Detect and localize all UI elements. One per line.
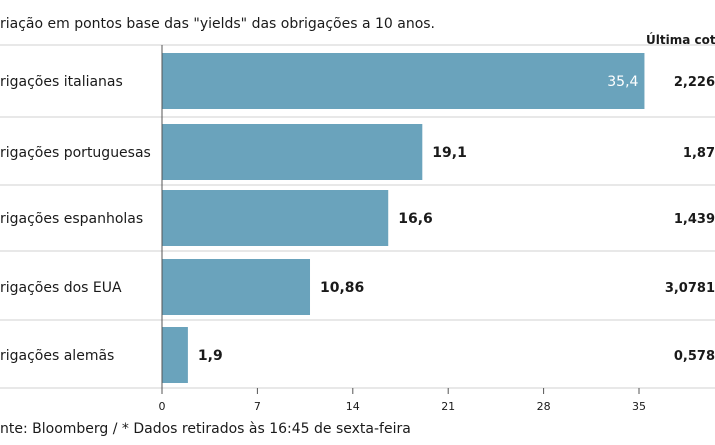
last-quote-value: 2,226	[674, 75, 715, 90]
bar	[162, 259, 311, 315]
x-tick-label: 14	[346, 400, 360, 413]
bar	[162, 327, 188, 383]
bars	[162, 53, 645, 383]
bar	[162, 190, 389, 246]
x-tick-label: 35	[632, 400, 646, 413]
last-quote-values: 2,226 1,87 1,439 3,0781 0,578	[665, 75, 715, 364]
last-quote-value: 1,87	[683, 146, 715, 161]
value-label: 19,1	[432, 145, 467, 161]
x-tick-label: 21	[441, 400, 455, 413]
last-quote-header: Última cotaç	[646, 33, 715, 47]
value-label: 10,86	[320, 280, 364, 296]
value-label: 35,4	[607, 74, 638, 90]
value-labels: 35,4 19,1 16,6 10,86 1,9	[198, 74, 639, 364]
x-tick-label: 0	[159, 400, 166, 413]
value-label: 1,9	[198, 348, 223, 364]
chart-subtitle: riação em pontos base das "yields" das o…	[0, 16, 436, 32]
x-axis: 0 7 14 21 28 35	[159, 45, 646, 413]
bar	[162, 53, 645, 109]
category-label: rigações italianas	[0, 74, 123, 90]
category-label: rigações espanholas	[0, 211, 143, 227]
x-tick-label: 7	[254, 400, 261, 413]
last-quote-value: 3,0781	[665, 281, 715, 296]
row-separators	[0, 44, 715, 389]
category-label: rigações alemãs	[0, 348, 114, 364]
bar	[162, 124, 423, 180]
category-labels: rigações italianas rigações portuguesas ri…	[0, 74, 151, 364]
value-label: 16,6	[398, 211, 433, 227]
last-quote-value: 1,439	[674, 212, 715, 227]
x-tick-label: 28	[537, 400, 551, 413]
category-label: rigações portuguesas	[0, 145, 151, 161]
category-label: rigações dos EUA	[0, 280, 122, 296]
source-note: nte: Bloomberg / * Dados retirados às 16…	[0, 421, 411, 437]
last-quote-value: 0,578	[674, 349, 715, 364]
